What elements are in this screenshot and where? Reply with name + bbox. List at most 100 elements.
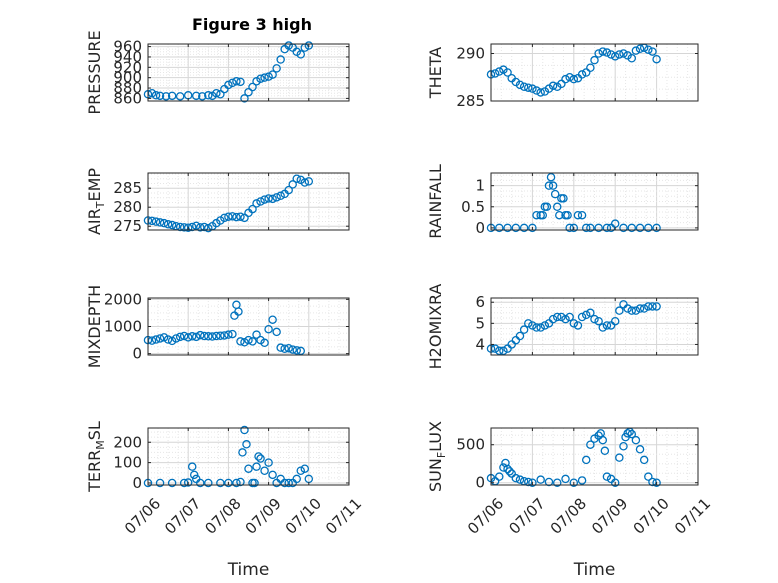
data-point bbox=[163, 335, 173, 344]
data-point bbox=[648, 477, 657, 487]
data-point bbox=[216, 478, 225, 488]
data-point bbox=[252, 330, 261, 339]
data-point bbox=[151, 217, 161, 226]
data-point bbox=[627, 429, 637, 439]
data-point bbox=[602, 472, 612, 481]
data-point bbox=[602, 48, 612, 57]
x-tick-label: 07/08 bbox=[547, 495, 590, 538]
y-tick-label: 1000 bbox=[104, 318, 142, 336]
y-tick-label: 290 bbox=[456, 45, 485, 63]
data-point bbox=[240, 94, 249, 103]
y-axis-label: SUNFLUX bbox=[426, 421, 448, 492]
data-point bbox=[619, 441, 628, 451]
data-point bbox=[606, 50, 616, 59]
data-point bbox=[252, 199, 261, 208]
data-point bbox=[598, 435, 608, 445]
y-tick-label: 0 bbox=[475, 219, 485, 237]
data-point bbox=[151, 91, 161, 100]
data-point bbox=[196, 478, 205, 488]
data-point bbox=[565, 223, 574, 233]
data-point bbox=[204, 91, 213, 100]
data-point bbox=[236, 212, 245, 221]
data-point bbox=[577, 312, 587, 322]
data-point bbox=[304, 177, 314, 186]
data-point bbox=[268, 315, 277, 324]
data-point bbox=[244, 335, 253, 345]
data-point bbox=[644, 223, 653, 233]
data-point bbox=[623, 304, 632, 313]
y-tick-label: 6 bbox=[475, 293, 485, 311]
data-point bbox=[615, 453, 624, 462]
data-point bbox=[163, 220, 173, 229]
data-point bbox=[264, 194, 273, 203]
y-axis-label: TERRMSL bbox=[85, 421, 107, 493]
data-point bbox=[260, 73, 269, 82]
data-point bbox=[236, 477, 245, 487]
data-point bbox=[296, 466, 306, 475]
data-point bbox=[272, 193, 281, 202]
data-point bbox=[515, 80, 525, 90]
data-point bbox=[187, 222, 197, 232]
data-point bbox=[248, 337, 257, 346]
data-point bbox=[573, 321, 583, 330]
data-point bbox=[224, 80, 233, 90]
data-point bbox=[268, 70, 277, 79]
data-point bbox=[594, 223, 603, 233]
x-tick-label: 07/07 bbox=[161, 495, 204, 538]
data-point bbox=[260, 195, 269, 204]
data-point bbox=[224, 330, 233, 339]
x-tick-label: 07/11 bbox=[322, 495, 365, 538]
y-tick-label: 960 bbox=[113, 38, 142, 56]
data-point bbox=[499, 346, 508, 356]
data-point bbox=[232, 478, 241, 488]
data-point bbox=[175, 222, 185, 232]
y-tick-label: 5 bbox=[475, 314, 485, 332]
data-point bbox=[503, 223, 512, 233]
data-point bbox=[557, 312, 566, 322]
data-point bbox=[256, 454, 265, 463]
data-point bbox=[155, 91, 165, 101]
data-point bbox=[552, 312, 562, 322]
data-point bbox=[619, 49, 628, 58]
data-point bbox=[284, 185, 293, 195]
data-point bbox=[284, 41, 293, 50]
data-point bbox=[515, 475, 525, 484]
data-point bbox=[652, 54, 661, 64]
data-point bbox=[635, 223, 645, 233]
data-point bbox=[151, 335, 161, 344]
data-point bbox=[155, 334, 165, 343]
data-point bbox=[528, 478, 537, 487]
data-point bbox=[505, 467, 514, 476]
data-point bbox=[555, 210, 564, 220]
data-point bbox=[179, 331, 189, 341]
data-point bbox=[254, 452, 263, 461]
data-point bbox=[292, 474, 301, 484]
data-point bbox=[503, 68, 512, 77]
data-point bbox=[196, 330, 205, 340]
data-point bbox=[627, 54, 637, 63]
data-point bbox=[557, 79, 566, 89]
axes-box bbox=[490, 427, 699, 486]
data-point bbox=[191, 91, 201, 101]
data-point bbox=[200, 331, 209, 341]
data-point bbox=[495, 346, 504, 356]
data-point bbox=[544, 181, 554, 190]
data-point bbox=[187, 332, 197, 341]
y-tick-label: 880 bbox=[113, 79, 142, 97]
data-point bbox=[300, 464, 310, 473]
data-point bbox=[594, 316, 603, 326]
y-tick-label: 1 bbox=[475, 177, 485, 195]
data-point bbox=[590, 314, 599, 324]
data-point bbox=[167, 478, 177, 488]
data-point bbox=[623, 429, 632, 438]
data-point bbox=[304, 41, 314, 50]
data-point bbox=[191, 332, 201, 342]
y-tick-label: 285 bbox=[456, 92, 485, 110]
data-point bbox=[573, 210, 583, 220]
data-point bbox=[284, 478, 293, 488]
subplot-4: 0 0.5 1 RAINFALL bbox=[426, 164, 699, 239]
data-point bbox=[528, 84, 537, 93]
x-tick-label: 07/11 bbox=[671, 495, 714, 538]
data-point bbox=[242, 440, 251, 449]
data-point bbox=[220, 213, 229, 223]
